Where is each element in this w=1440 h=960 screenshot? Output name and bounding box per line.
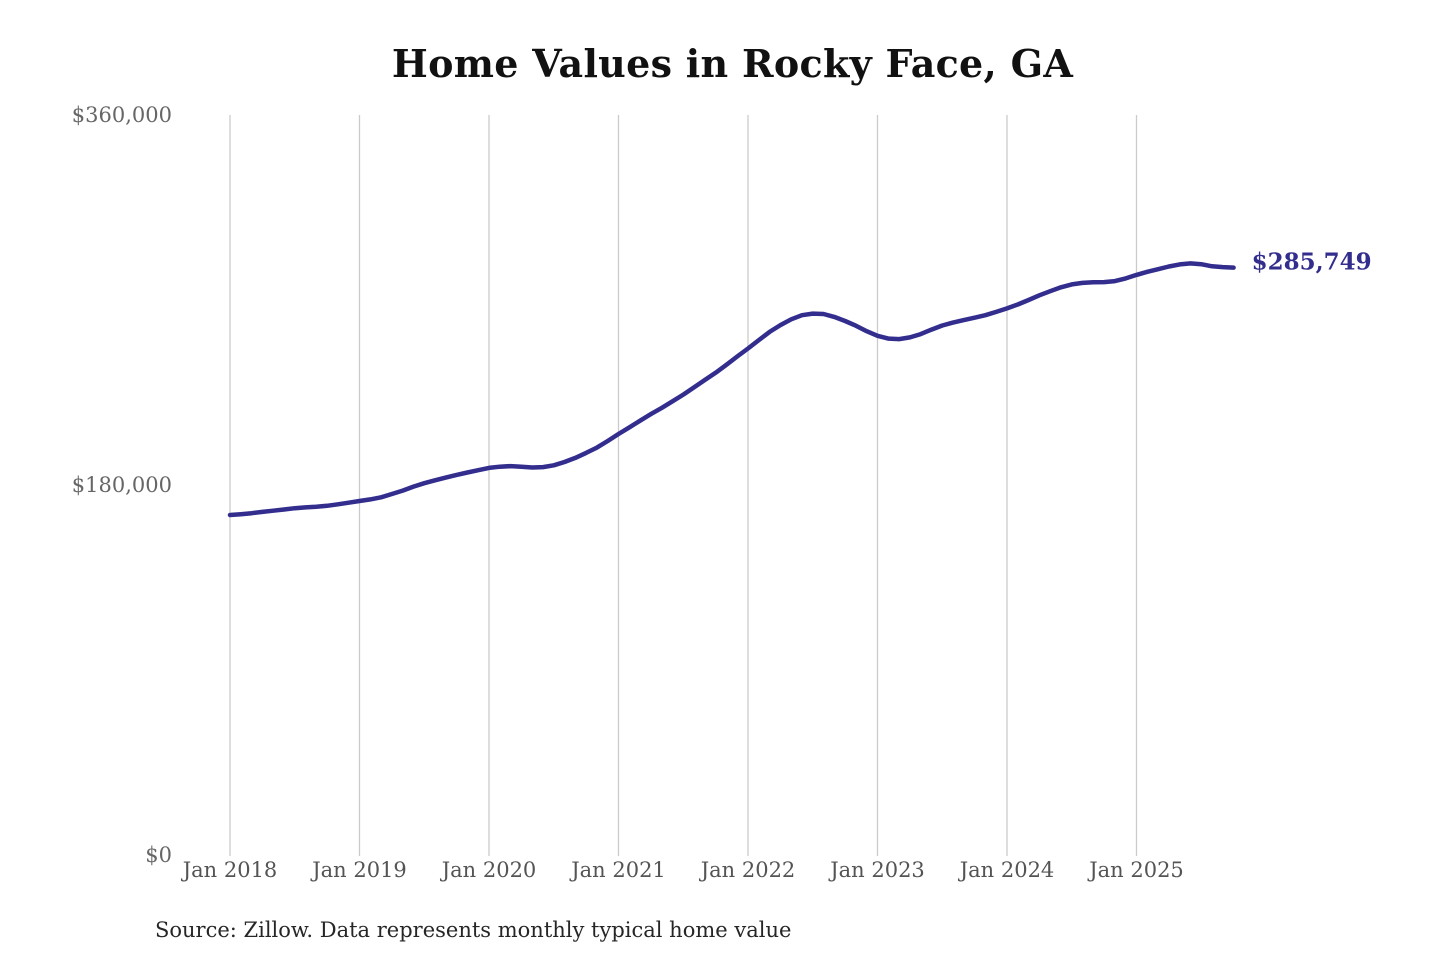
chart-title: Home Values in Rocky Face, GA [391, 41, 1074, 86]
x-tick-label: Jan 2021 [571, 858, 666, 882]
x-tick-label: Jan 2022 [700, 858, 796, 882]
source-note: Source: Zillow. Data represents monthly … [155, 918, 792, 942]
x-tick-label: Jan 2019 [312, 858, 407, 882]
home-value-line [227, 261, 1236, 518]
x-tick-label: Jan 2024 [959, 858, 1055, 882]
y-tick-label: $0 [145, 843, 172, 867]
x-tick-label: Jan 2018 [182, 858, 278, 882]
x-tick-label: Jan 2020 [441, 858, 537, 882]
x-tick-label: Jan 2025 [1089, 858, 1184, 882]
x-tick-label: Jan 2023 [830, 858, 925, 882]
latest-value-label: $285,749 [1251, 248, 1372, 276]
y-tick-label: $360,000 [71, 103, 172, 127]
y-tick-label: $180,000 [71, 473, 172, 497]
